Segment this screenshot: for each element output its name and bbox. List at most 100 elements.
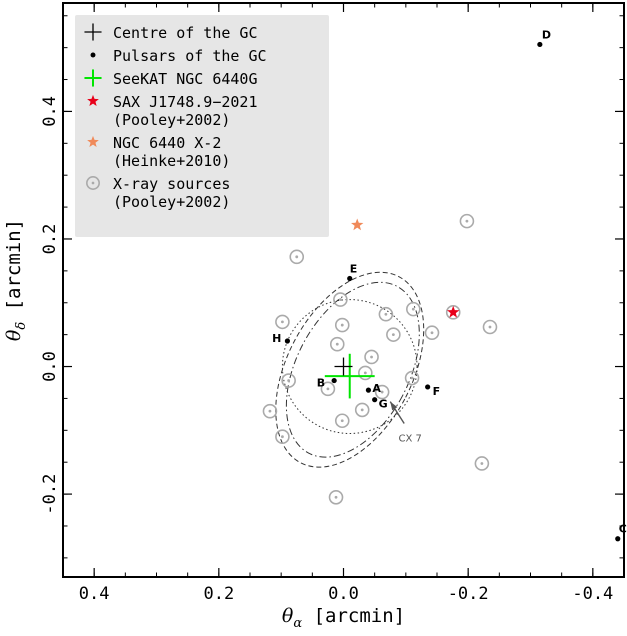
circle-ring [374,384,390,400]
circle-center [391,333,395,337]
xray-source-marker [374,384,390,400]
circle-ring [334,317,350,333]
seekat-position [324,353,375,399]
pulsar-marker [615,536,621,542]
pulsar-label: G [379,398,388,411]
xray-source-marker [334,413,350,429]
pulsar-marker [372,397,378,403]
pulsar-label: F [433,385,441,398]
circle-center [380,390,384,394]
xray-source-marker [386,327,401,342]
pulsar-label: E [350,263,358,276]
circle-center [384,312,388,316]
circle-center [281,320,284,324]
circle-center [338,298,342,301]
circle-ring [289,249,305,265]
circle-center [363,371,367,375]
circle-ring [424,325,440,341]
ellipse-dashdot [285,281,420,458]
circle-ring [378,306,394,322]
legend-label: SAX J1748.9−2021 [113,93,258,111]
gc-centre-marker [334,357,353,376]
x-tick-label: 0.2 [203,584,234,604]
xray-source-marker [459,213,475,229]
circle-center [410,376,414,380]
xray-source-marker [406,301,421,317]
xray-source-marker [320,381,336,397]
legend-marker-plus-black [84,23,102,41]
y-tick-label: -0.2 [40,474,60,515]
legend-label: X-ray sources [113,175,230,193]
circle-center [340,323,344,327]
legend-label: Centre of the GC [113,24,258,42]
circle-ring [358,365,373,381]
circle-center [91,181,95,185]
xray-source-marker [334,317,350,333]
legend-box [75,15,329,237]
x-tick-label: -0.2 [448,584,489,604]
xray-source-marker [329,336,345,352]
legend-item: SeeKAT NGC 6440G [84,69,258,88]
circle-ring [386,327,401,342]
circle-center [340,419,344,423]
circle-center [488,325,492,329]
legend-item: SAX J1748.9−2021(Pooley+2002) [87,93,258,129]
legend-label: (Pooley+2002) [113,111,230,129]
pulsar-marker [284,338,290,344]
pulsar-marker [537,41,543,48]
circle-center [281,435,284,439]
circle-ring [275,314,290,330]
ellipse-dotted [281,299,418,434]
circle-center [370,355,373,359]
legend-marker-star-orange [87,135,99,147]
y-tick-label: 0.4 [40,96,60,127]
legend-label: NGC 6440 X-2 [113,134,221,152]
y-tick-label: 0.0 [40,351,60,382]
annotation-label: CX 7 [399,434,422,445]
legend-label: (Heinke+2010) [113,152,230,170]
sax-star-marker [447,305,460,318]
xray-source-marker [275,314,290,330]
circle-ring [86,176,100,190]
xray-source-marker [474,456,490,471]
xray-source-marker [354,402,370,418]
xray-source-marker [275,429,290,444]
pulsar-marker [331,377,337,384]
circle-ring [482,319,498,335]
legend-item: Pulsars of the GC [90,47,267,65]
circle-center [334,495,338,499]
circle-ring [262,403,278,419]
legend-label: (Pooley+2002) [113,193,230,211]
ellipse-dashed [275,271,425,468]
legend-item: NGC 6440 X-2(Heinke+2010) [87,134,230,170]
circle-ring [329,336,345,352]
circle-ring [474,456,490,471]
xray-source-marker [424,325,440,341]
circle-center [411,307,415,311]
circle-ring [275,429,290,444]
circle-ring [281,373,296,388]
legend-marker-dot-black [90,52,96,58]
heinke-star-marker [351,218,364,231]
y-tick-label: 0.2 [40,224,60,255]
xray-source-marker [482,319,498,335]
annotation-arrow-head [390,401,398,411]
pulsar-marker [425,384,431,390]
pulsar-label: A [372,382,381,395]
pulsar-label: B [317,377,325,390]
xray-source-marker [364,349,379,365]
circle-center [360,408,364,412]
pulsar-marker [365,387,372,393]
circle-center [326,387,330,391]
circle-ring [328,489,344,505]
circle-ring [320,381,336,397]
circle-ring [364,349,379,365]
legend-marker-plus-green [84,69,102,87]
circle-ring [354,402,370,418]
circle-ring [459,213,475,229]
pulsar-label: H [272,332,281,345]
xray-source-marker [328,489,344,505]
axis-ticks: 0.4 0.2 0.0 -0.2 -0.4 -0.2 0.0 0.2 0.4 [40,3,625,604]
legend-label: SeeKAT NGC 6440G [113,70,258,88]
